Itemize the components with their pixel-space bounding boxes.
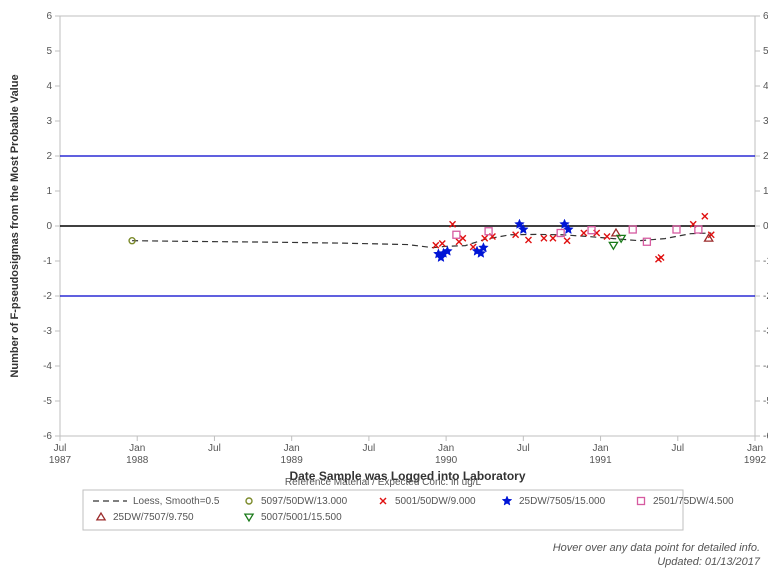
svg-text:-1: -1 <box>763 256 768 267</box>
svg-text:-2: -2 <box>763 291 768 302</box>
svg-text:Jan: Jan <box>129 443 145 454</box>
svg-text:Number of F-pseudosigmas from: Number of F-pseudosigmas from the Most P… <box>9 74 21 377</box>
svg-text:1991: 1991 <box>589 455 612 466</box>
svg-text:-1: -1 <box>43 256 52 267</box>
svg-text:3: 3 <box>46 116 52 127</box>
svg-text:6: 6 <box>46 11 52 22</box>
svg-text:-6: -6 <box>763 431 768 442</box>
svg-text:2: 2 <box>46 151 52 162</box>
svg-text:0: 0 <box>46 221 52 232</box>
svg-text:Jul: Jul <box>208 443 221 454</box>
svg-text:1987: 1987 <box>49 455 72 466</box>
svg-text:3: 3 <box>763 116 768 127</box>
svg-text:1989: 1989 <box>281 455 304 466</box>
chart-stage: Jul1987Jan1988JulJan1989JulJan1990JulJan… <box>0 0 768 576</box>
svg-text:-3: -3 <box>43 326 52 337</box>
svg-text:1992: 1992 <box>744 455 767 466</box>
svg-text:4: 4 <box>763 81 768 92</box>
svg-text:-2: -2 <box>43 291 52 302</box>
svg-text:Jul: Jul <box>54 443 67 454</box>
svg-text:Jan: Jan <box>592 443 608 454</box>
svg-text:Jan: Jan <box>747 443 763 454</box>
svg-text:2501/75DW/4.500: 2501/75DW/4.500 <box>653 496 734 507</box>
svg-text:5001/50DW/9.000: 5001/50DW/9.000 <box>395 496 476 507</box>
svg-text:-6: -6 <box>43 431 52 442</box>
svg-text:2: 2 <box>763 151 768 162</box>
svg-text:5007/5001/15.500: 5007/5001/15.500 <box>261 512 342 523</box>
svg-text:25DW/7507/9.750: 25DW/7507/9.750 <box>113 512 194 523</box>
svg-text:-4: -4 <box>43 361 52 372</box>
svg-text:0: 0 <box>763 221 768 232</box>
footnotes: Hover over any data point for detailed i… <box>553 542 760 570</box>
svg-text:-4: -4 <box>763 361 768 372</box>
svg-text:1: 1 <box>46 186 52 197</box>
svg-text:Reference Material / Expected: Reference Material / Expected Conc. in u… <box>285 477 482 488</box>
svg-text:Jul: Jul <box>671 443 684 454</box>
svg-text:1990: 1990 <box>435 455 458 466</box>
svg-text:5097/50DW/13.000: 5097/50DW/13.000 <box>261 496 348 507</box>
svg-text:6: 6 <box>763 11 768 22</box>
svg-text:-3: -3 <box>763 326 768 337</box>
scatter-chart: Jul1987Jan1988JulJan1989JulJan1990JulJan… <box>0 0 768 576</box>
svg-text:-5: -5 <box>763 396 768 407</box>
svg-text:Jul: Jul <box>517 443 530 454</box>
svg-text:5: 5 <box>763 46 768 57</box>
svg-text:Jul: Jul <box>362 443 375 454</box>
svg-text:5: 5 <box>46 46 52 57</box>
svg-text:Loess, Smooth=0.5: Loess, Smooth=0.5 <box>133 496 220 507</box>
svg-text:25DW/7505/15.000: 25DW/7505/15.000 <box>519 496 606 507</box>
svg-text:-5: -5 <box>43 396 52 407</box>
svg-text:Jan: Jan <box>438 443 454 454</box>
svg-text:1988: 1988 <box>126 455 149 466</box>
svg-text:Jan: Jan <box>284 443 300 454</box>
svg-text:1: 1 <box>763 186 768 197</box>
svg-text:4: 4 <box>46 81 52 92</box>
